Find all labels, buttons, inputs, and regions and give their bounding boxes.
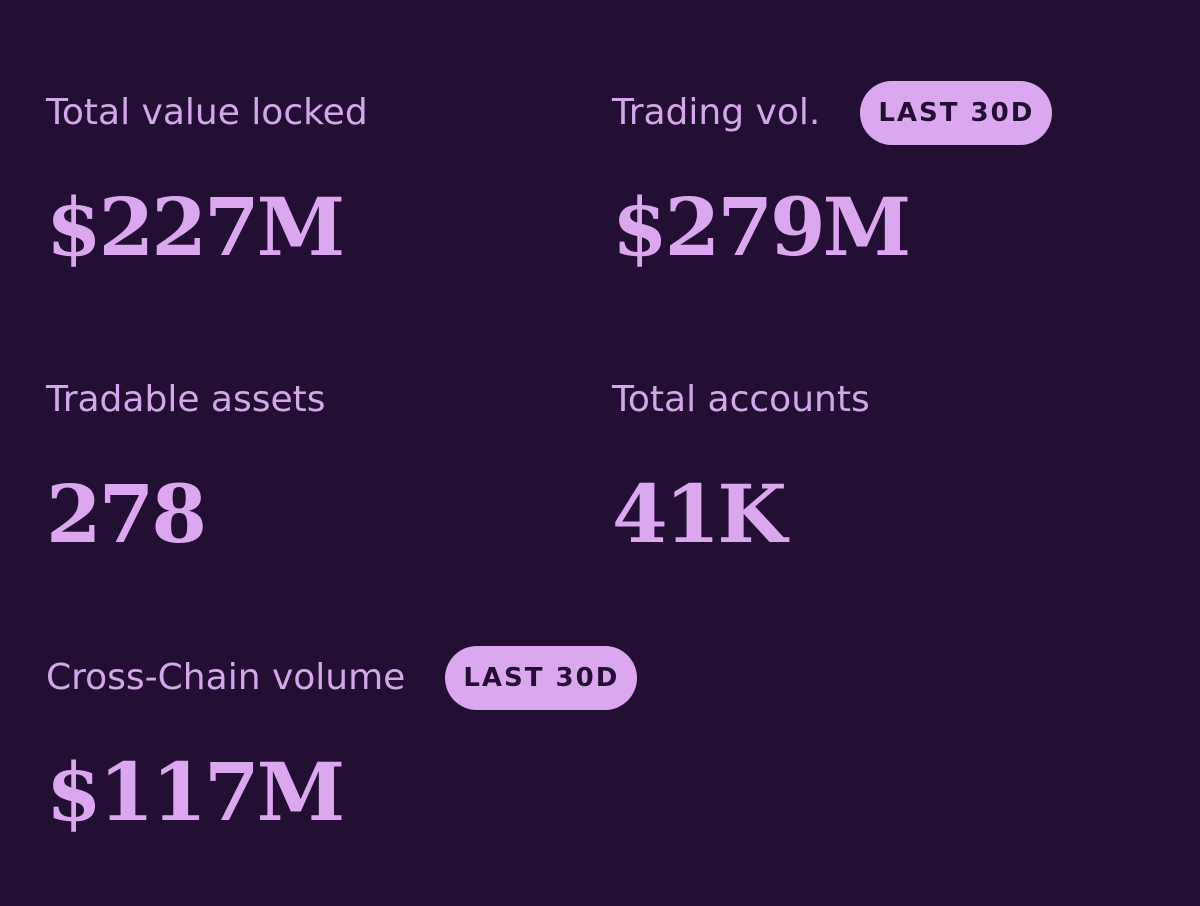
stat-label-row: Cross-Chain volume LAST 30D <box>46 645 638 711</box>
period-badge: LAST 30D <box>445 646 638 710</box>
period-badge: LAST 30D <box>860 81 1053 145</box>
stat-label: Cross-Chain volume <box>46 657 406 698</box>
stat-value: 41K <box>612 467 787 561</box>
stat-label: Trading vol. <box>612 92 821 133</box>
stat-label: Total accounts <box>612 379 870 420</box>
stat-label: Total value locked <box>46 92 368 133</box>
stat-label-row: Total value locked <box>46 80 368 146</box>
stat-value: $227M <box>46 180 345 274</box>
stat-total-accounts: Total accounts 41K <box>612 367 870 559</box>
stat-tradable-assets: Tradable assets 278 <box>46 367 326 559</box>
stat-value: 278 <box>46 467 207 561</box>
stat-trading-volume: Trading vol. LAST 30D $279M <box>612 80 1053 274</box>
stat-label: Tradable assets <box>46 379 326 420</box>
stat-value: $279M <box>612 180 911 274</box>
stat-label-row: Total accounts <box>612 367 870 433</box>
stat-total-value-locked: Total value locked $227M <box>46 80 368 272</box>
stat-label-row: Tradable assets <box>46 367 326 433</box>
stat-label-row: Trading vol. LAST 30D <box>612 80 1053 146</box>
stat-value: $117M <box>46 745 345 839</box>
stat-cross-chain-volume: Cross-Chain volume LAST 30D $117M <box>46 645 638 839</box>
